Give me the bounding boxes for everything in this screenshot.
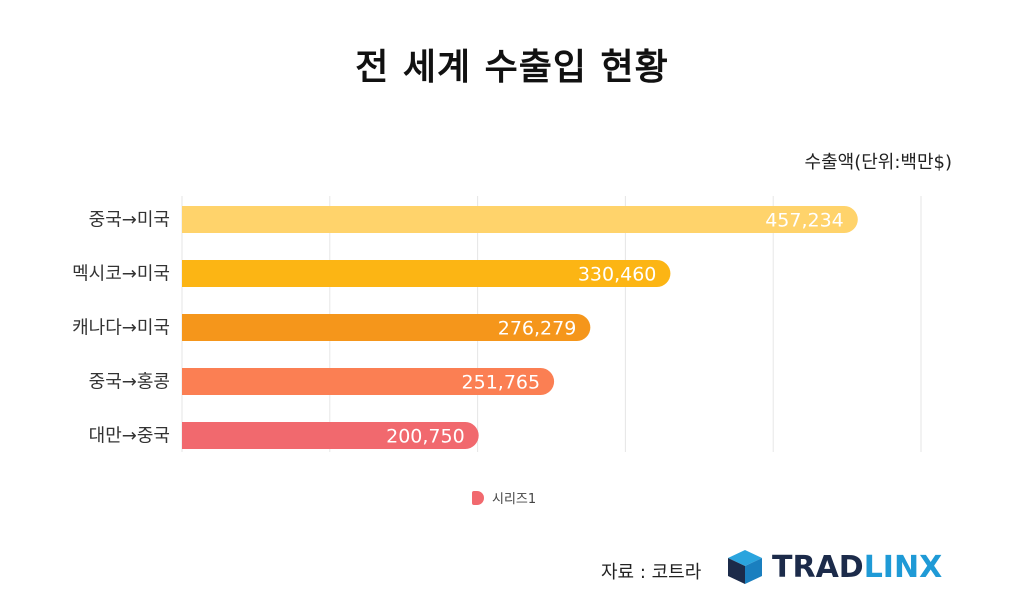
legend-label: 시리즈1 [492,492,537,507]
bar [182,422,479,449]
value-label: 276,279 [498,318,577,340]
legend: 시리즈1 [472,488,536,507]
bar [182,260,671,287]
category-label: 중국→미국 [89,210,170,231]
category-label: 대만→중국 [89,426,170,447]
category-label: 중국→홍콩 [89,372,170,393]
cube-logo-icon [728,550,762,584]
value-label: 457,234 [765,210,844,232]
logo-text: TRADLINX [772,550,942,585]
logo-text-linx: LINX [863,549,943,585]
value-label: 251,765 [462,372,541,394]
chart-title: 전 세계 수출입 현황 [355,47,669,88]
bar [182,368,555,395]
category-label: 멕시코→미국 [72,264,170,285]
bar [182,314,591,341]
legend-swatch [472,490,484,505]
tradlinx-logo: TRADLINX [726,548,942,586]
logo-text-trad: TRAD [772,549,864,585]
source-text: 자료 : 코트라 [601,562,702,583]
unit-label: 수출액(단위:백만$) [804,152,952,173]
bar [182,206,858,233]
category-label: 캐나다→미국 [72,318,170,339]
value-label: 330,460 [578,264,657,286]
value-label: 200,750 [386,426,465,448]
